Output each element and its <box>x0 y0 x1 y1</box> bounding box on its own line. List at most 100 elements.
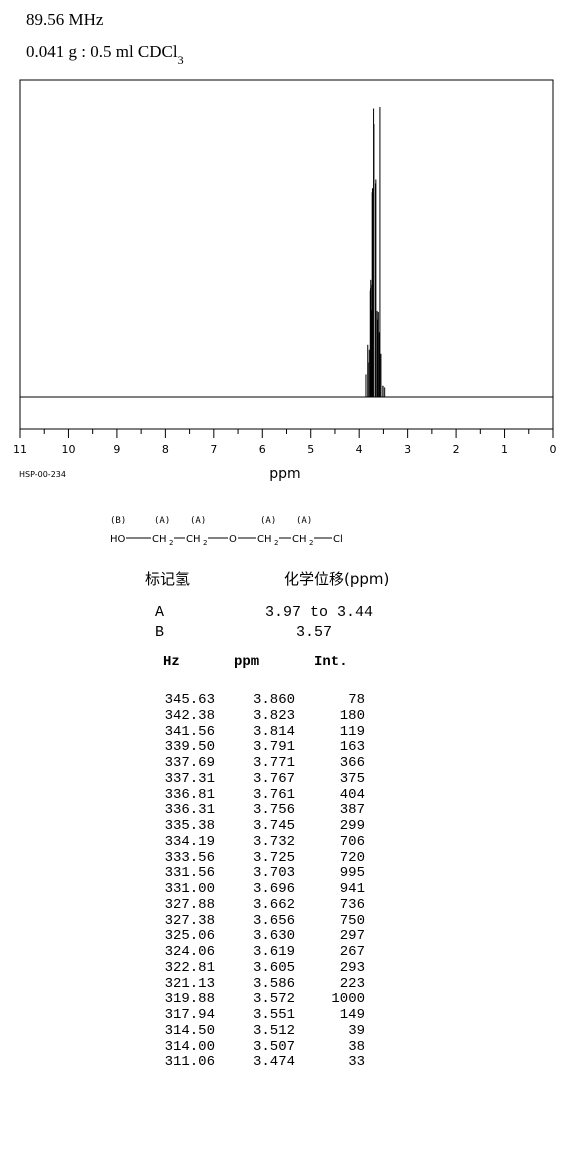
peak-hz-cell: 324.06 <box>164 944 215 960</box>
peak-hz-cell: 321.13 <box>164 975 215 992</box>
shift-row-label: B <box>155 624 165 641</box>
peak-table-row: 331.56 3.703 995 <box>145 865 385 882</box>
peak-hz-cell: 339.50 <box>164 739 215 756</box>
sample-conditions: 0.041 g : 0.5 ml CDCl3 <box>26 42 184 68</box>
x-axis-ticks <box>19 429 554 438</box>
peak-ppm-cell: 3.474 <box>252 1054 295 1071</box>
peak-table-row: 341.56 3.814 119 <box>145 723 385 741</box>
peak-hz-cell: 327.88 <box>164 896 215 913</box>
atom-ch: CH <box>152 534 167 545</box>
x-tick-label: 6 <box>259 443 266 456</box>
sample-solvent-subscript: 3 <box>177 53 184 68</box>
peak-int-cell: 736 <box>339 896 365 913</box>
peak-ppm-cell: 3.662 <box>252 896 295 913</box>
proton-label-a1: (A) <box>154 516 170 526</box>
peak-int-cell: 78 <box>348 692 365 708</box>
peak-ppm-cell: 3.696 <box>252 881 295 897</box>
peak-int-cell: 750 <box>339 912 365 929</box>
peak-int-cell: 223 <box>339 975 365 992</box>
proton-label-a2: (A) <box>190 516 206 526</box>
peak-table-row: 331.00 3.696 941 <box>145 881 385 898</box>
peak-table-row: 314.00 3.507 38 <box>145 1038 385 1056</box>
peak-ppm-cell: 3.619 <box>252 944 295 960</box>
peak-ppm-cell: 3.823 <box>252 707 295 724</box>
peak-hz-cell: 336.81 <box>164 786 215 803</box>
peak-int-cell: 163 <box>339 739 365 756</box>
nmr-spectrum-chart: 11 10 9 8 7 6 5 4 3 2 1 0 ppm <box>13 79 557 482</box>
peak-table-hz-header: Hz <box>163 654 180 670</box>
peak-ppm-cell: 3.761 <box>252 786 295 803</box>
peak-ppm-cell: 3.767 <box>252 770 295 787</box>
peak-ppm-cell: 3.791 <box>252 739 295 756</box>
atom-ch: CH <box>186 534 201 545</box>
peak-hz-cell: 317.94 <box>164 1007 215 1023</box>
atom-cl: Cl <box>333 534 343 545</box>
peak-int-cell: 119 <box>339 723 365 740</box>
peak-ppm-cell: 3.745 <box>252 818 295 834</box>
subscript-2: 2 <box>274 539 278 547</box>
x-tick-label: 7 <box>210 443 217 456</box>
peak-ppm-cell: 3.860 <box>252 692 295 708</box>
peak-int-cell: 149 <box>339 1007 365 1023</box>
shift-row-value: 3.57 <box>296 624 333 641</box>
peak-table-row: 336.81 3.761 404 <box>145 786 385 804</box>
peak-hz-cell: 336.31 <box>164 802 215 819</box>
peak-int-cell: 387 <box>339 802 365 819</box>
peak-table-row: 317.94 3.551 149 <box>145 1007 385 1024</box>
peak-table-row: 339.50 3.791 163 <box>145 739 385 756</box>
x-axis-label: ppm <box>269 466 300 482</box>
atom-ho: HO <box>110 534 126 545</box>
peak-table-row: 322.81 3.605 293 <box>145 960 385 977</box>
x-tick-label: 11 <box>13 443 27 456</box>
subscript-2: 2 <box>203 539 207 547</box>
peak-ppm-cell: 3.732 <box>252 833 295 850</box>
peak-hz-cell: 325.06 <box>164 928 215 945</box>
peak-hz-cell: 337.69 <box>164 755 215 771</box>
subscript-2: 2 <box>169 539 173 547</box>
spectrometer-frequency: 89.56 MHz <box>26 10 104 29</box>
peak-table-row: 314.50 3.512 39 <box>145 1022 385 1040</box>
peak-int-cell: 720 <box>339 849 365 866</box>
peak-ppm-cell: 3.756 <box>252 802 295 819</box>
peak-table-row: 327.38 3.656 750 <box>145 912 385 930</box>
peak-hz-cell: 331.56 <box>164 865 215 882</box>
proton-label-a3: (A) <box>260 516 276 526</box>
peak-int-cell: 299 <box>339 818 365 834</box>
peak-int-cell: 366 <box>339 755 365 771</box>
peak-table-row: 327.88 3.662 736 <box>145 896 385 914</box>
peak-ppm-cell: 3.551 <box>252 1007 295 1023</box>
structure-formula: HO CH 2 CH 2 O CH 2 CH 2 Cl <box>110 534 343 547</box>
peak-hz-cell: 337.31 <box>164 770 215 787</box>
peak-hz-cell: 345.63 <box>164 692 215 708</box>
x-tick-label: 2 <box>453 443 460 456</box>
peak-hz-cell: 311.06 <box>164 1054 215 1071</box>
peak-hz-cell: 319.88 <box>164 991 215 1008</box>
peak-ppm-cell: 3.725 <box>252 849 295 866</box>
peak-hz-cell: 335.38 <box>164 818 215 834</box>
peak-hz-cell: 341.56 <box>164 723 215 740</box>
spectrum-peaks <box>365 107 386 397</box>
proton-label-b: (B) <box>110 516 126 526</box>
peak-hz-cell: 333.56 <box>164 849 215 866</box>
peak-int-cell: 297 <box>339 928 365 945</box>
peak-int-cell: 39 <box>348 1022 365 1039</box>
peak-ppm-cell: 3.572 <box>252 991 295 1008</box>
peak-ppm-cell: 3.586 <box>252 975 295 992</box>
shift-table-shift-header: 化学位移(ppm) <box>284 570 390 588</box>
peak-int-cell: 404 <box>339 786 365 803</box>
peak-int-cell: 375 <box>339 770 365 787</box>
peak-hz-cell: 331.00 <box>164 881 215 897</box>
peak-ppm-cell: 3.656 <box>252 912 295 929</box>
peak-ppm-cell: 3.507 <box>252 1038 295 1055</box>
x-tick-label: 10 <box>61 443 75 456</box>
sample-conditions-text: 0.041 g : 0.5 ml CDCl <box>26 42 178 61</box>
peak-int-cell: 33 <box>348 1054 365 1071</box>
x-tick-label: 8 <box>162 443 169 456</box>
peak-table-row: 333.56 3.725 720 <box>145 849 385 867</box>
x-tick-label: 0 <box>550 443 557 456</box>
peak-table-int-header: Int. <box>314 654 348 670</box>
peak-table-row: 337.31 3.767 375 <box>145 770 385 788</box>
peak-ppm-cell: 3.703 <box>252 865 295 882</box>
x-tick-label: 4 <box>356 443 363 456</box>
shift-row-label: A <box>155 604 165 621</box>
